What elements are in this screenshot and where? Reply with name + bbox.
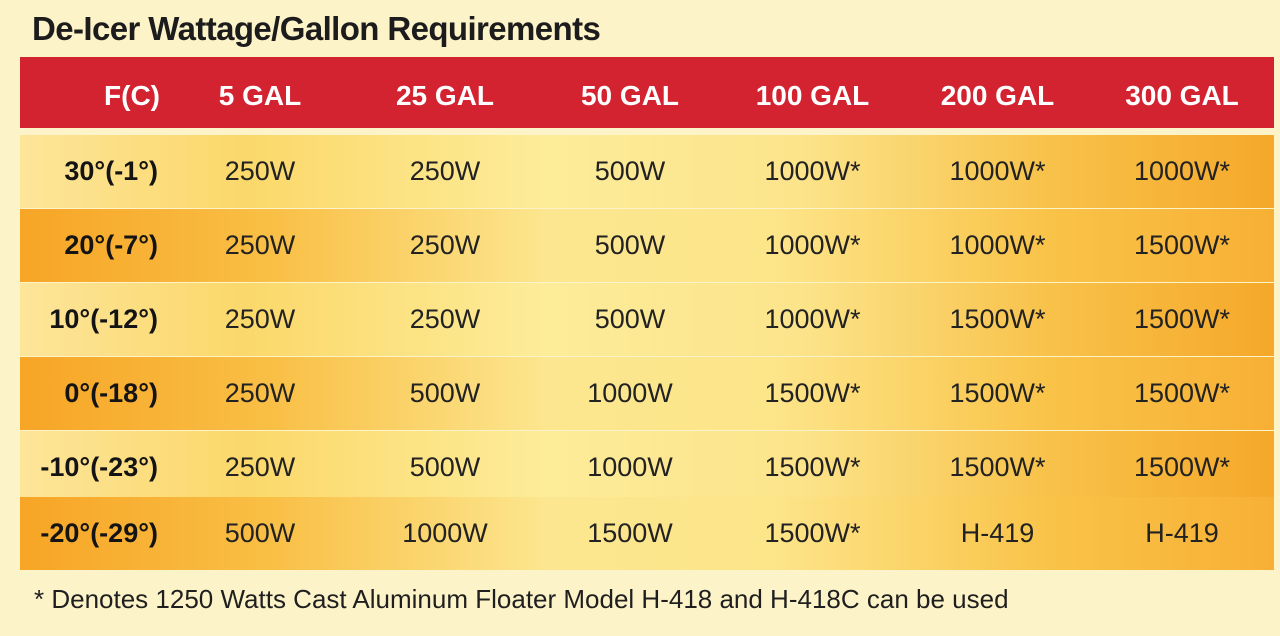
wattage-cell: 1500W* [949, 452, 1046, 482]
table-row: 0°(-18°) 250W 500W 1000W 1500W* 1500W* 1… [20, 357, 1274, 430]
wattage-cell: 250W [224, 304, 296, 334]
wattage-cell: 1500W* [949, 304, 1046, 334]
temperature-cell: -10°(-23°) [40, 452, 158, 482]
wattage-cell: 250W [224, 452, 296, 482]
footnote: * Denotes 1250 Watts Cast Aluminum Float… [34, 584, 1009, 614]
table-row: 30°(-1°) 250W 250W 500W 1000W* 1000W* 10… [20, 135, 1274, 208]
wattage-cell: 1000W* [764, 230, 861, 260]
temperature-cell: 30°(-1°) [64, 156, 158, 186]
wattage-cell: 500W [409, 452, 481, 482]
table-row: -10°(-23°) 250W 500W 1000W 1500W* 1500W*… [20, 431, 1274, 504]
header-5-gal: 5 GAL [218, 80, 302, 111]
wattage-cell: 500W [594, 230, 666, 260]
table-row: 20°(-7°) 250W 250W 500W 1000W* 1000W* 15… [20, 209, 1274, 282]
wattage-cell: 1000W [587, 452, 673, 482]
wattage-cell: 1000W* [764, 304, 861, 334]
temperature-cell: 0°(-18°) [64, 378, 158, 408]
wattage-cell: 1000W* [1133, 156, 1231, 186]
wattage-cell: 1500W* [764, 378, 861, 408]
header-100-gal: 100 GAL [755, 80, 870, 111]
wattage-cell: 250W [409, 156, 481, 186]
header-300-gal: 300 GAL [1125, 80, 1239, 111]
wattage-cell: 1000W* [764, 156, 861, 186]
wattage-cell: 500W [224, 518, 296, 548]
wattage-cell: 250W [224, 230, 296, 260]
page-title: De-Icer Wattage/Gallon Requirements [32, 10, 601, 47]
wattage-cell: 1000W* [949, 230, 1046, 260]
wattage-cell: 1500W* [949, 378, 1046, 408]
table-row: -20°(-29°) 500W 1000W 1500W 1500W* H-419… [20, 497, 1274, 570]
wattage-cell: 250W [409, 230, 481, 260]
wattage-cell: 1500W* [764, 452, 861, 482]
wattage-cell: 1500W* [1133, 378, 1231, 408]
temperature-cell: -20°(-29°) [40, 518, 158, 548]
table-row: 10°(-12°) 250W 250W 500W 1000W* 1500W* 1… [20, 283, 1274, 356]
wattage-cell: 1000W* [949, 156, 1046, 186]
wattage-cell: 250W [224, 378, 296, 408]
wattage-cell: 1000W [587, 378, 673, 408]
table-header-row: F(C) 5 GAL 25 GAL 50 GAL 100 GAL 200 GAL… [20, 57, 1274, 128]
header-50-gal: 50 GAL [580, 80, 680, 111]
wattage-cell: H-419 [960, 518, 1035, 548]
temperature-cell: 20°(-7°) [64, 230, 158, 260]
temperature-cell: 10°(-12°) [49, 304, 158, 334]
wattage-cell: 1500W [587, 518, 673, 548]
wattage-cell: 500W [409, 378, 481, 408]
wattage-cell: 1500W* [1133, 304, 1231, 334]
wattage-table: F(C) 5 GAL 25 GAL 50 GAL 100 GAL 200 GAL… [20, 57, 1274, 570]
header-25-gal: 25 GAL [395, 80, 495, 111]
header-200-gal: 200 GAL [940, 80, 1055, 111]
wattage-cell: 1000W [402, 518, 488, 548]
wattage-cell: 1500W* [764, 518, 861, 548]
wattage-cell: 500W [594, 304, 666, 334]
wattage-cell: 1500W* [1133, 230, 1231, 260]
wattage-cell: 500W [594, 156, 666, 186]
header-temperature: F(C) [104, 80, 160, 111]
wattage-cell: H-419 [1145, 518, 1219, 548]
wattage-cell: 250W [409, 304, 481, 334]
wattage-cell: 1500W* [1133, 452, 1231, 482]
wattage-cell: 250W [224, 156, 296, 186]
